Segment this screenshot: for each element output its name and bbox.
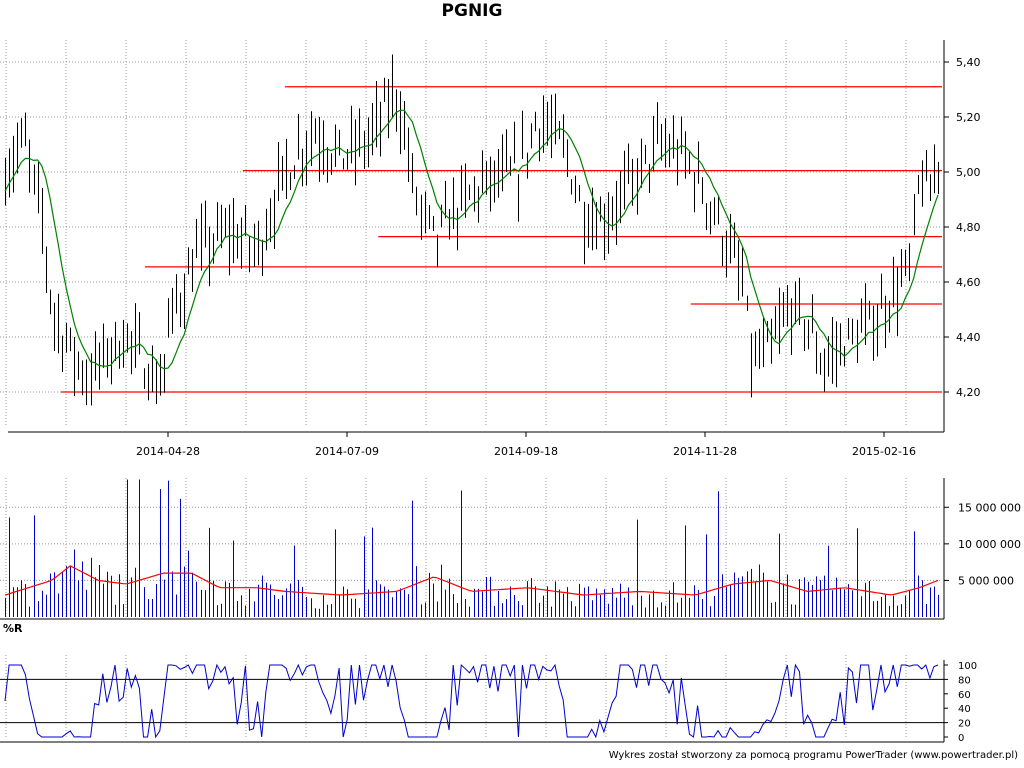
price-y-tick-label: 4,60 bbox=[956, 276, 981, 289]
oscillator-line bbox=[4, 663, 939, 739]
oscillator-y-tick-label: 60 bbox=[958, 690, 971, 701]
price-y-tick-label: 5,40 bbox=[956, 56, 981, 69]
volume-y-tick-label: 10 000 000 bbox=[958, 538, 1021, 551]
chart-title: PGNIG bbox=[441, 1, 503, 21]
x-tick-label: 2014-09-18 bbox=[494, 445, 558, 458]
oscillator-y-tick-label: 0 bbox=[958, 733, 964, 744]
volume-y-tick-label: 15 000 000 bbox=[958, 501, 1021, 514]
x-tick-label: 2014-04-28 bbox=[136, 445, 200, 458]
x-tick-label: 2014-11-28 bbox=[673, 445, 737, 458]
moving-average-line bbox=[4, 109, 939, 370]
price-y-tick-label: 4,80 bbox=[956, 221, 981, 234]
price-y-tick-label: 4,40 bbox=[956, 331, 981, 344]
x-tick-label: 2015-02-16 bbox=[852, 445, 916, 458]
oscillator-y-tick-label: 20 bbox=[958, 719, 971, 730]
oscillator-y-tick-label: 80 bbox=[958, 675, 971, 686]
oscillator-y-tick-label: 100 bbox=[958, 661, 977, 672]
oscillator-y-tick-label: 40 bbox=[958, 704, 971, 715]
volume-average-line bbox=[4, 565, 939, 596]
volume-y-tick-label: 5 000 000 bbox=[958, 574, 1014, 587]
footer-credit: Wykres został stworzony za pomocą progra… bbox=[608, 750, 1018, 761]
oscillator-label: %R bbox=[3, 622, 23, 635]
price-y-tick-label: 5,00 bbox=[956, 166, 981, 179]
x-tick-label: 2014-07-09 bbox=[315, 445, 379, 458]
price-y-tick-label: 5,20 bbox=[956, 111, 981, 124]
price-y-tick-label: 4,20 bbox=[956, 386, 981, 399]
